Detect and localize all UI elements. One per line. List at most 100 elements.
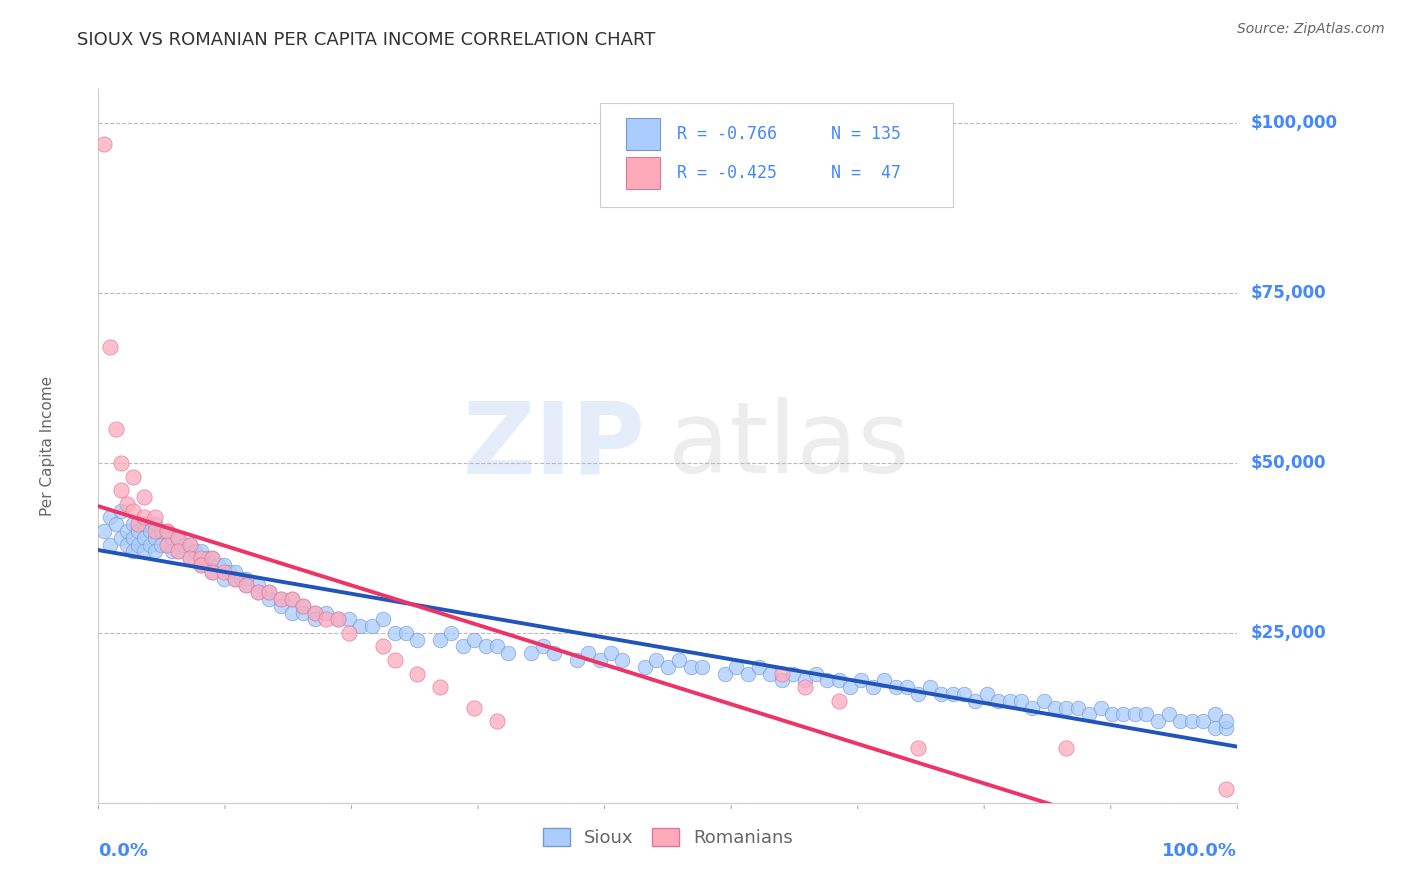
- Text: N = 135: N = 135: [831, 125, 901, 143]
- Point: [440, 626, 463, 640]
- Point: [998, 694, 1021, 708]
- Text: ZIP: ZIP: [463, 398, 645, 494]
- FancyBboxPatch shape: [626, 157, 659, 189]
- Point: [748, 660, 770, 674]
- Point: [862, 680, 884, 694]
- Point: [110, 531, 132, 545]
- Point: [1054, 700, 1078, 714]
- Point: [576, 646, 599, 660]
- Point: [1010, 694, 1032, 708]
- Point: [98, 341, 121, 355]
- Text: N =  47: N = 47: [831, 164, 901, 182]
- Point: [1043, 700, 1066, 714]
- Point: [315, 612, 337, 626]
- Point: [965, 694, 987, 708]
- Point: [828, 694, 851, 708]
- Point: [93, 136, 115, 151]
- Point: [270, 591, 292, 606]
- Point: [520, 646, 543, 660]
- Point: [121, 531, 143, 545]
- Point: [793, 673, 815, 688]
- Point: [770, 673, 793, 688]
- Point: [349, 619, 371, 633]
- Point: [770, 666, 793, 681]
- Point: [145, 531, 167, 545]
- Point: [304, 606, 326, 620]
- Point: [190, 544, 212, 558]
- Point: [498, 646, 520, 660]
- Point: [224, 572, 246, 586]
- Point: [224, 572, 246, 586]
- Point: [474, 640, 496, 654]
- Point: [190, 551, 212, 566]
- Point: [127, 537, 149, 551]
- Point: [1170, 714, 1192, 729]
- Point: [1112, 707, 1135, 722]
- Point: [190, 558, 212, 572]
- Point: [612, 653, 634, 667]
- Point: [235, 578, 257, 592]
- Point: [714, 666, 737, 681]
- Point: [138, 537, 160, 551]
- Point: [270, 599, 292, 613]
- Point: [132, 544, 155, 558]
- Point: [145, 524, 167, 538]
- Point: [406, 666, 429, 681]
- Point: [315, 606, 337, 620]
- Point: [201, 565, 224, 579]
- Point: [179, 537, 201, 551]
- Point: [543, 646, 565, 660]
- Point: [690, 660, 713, 674]
- Point: [150, 524, 173, 538]
- Point: [150, 537, 173, 551]
- Text: $100,000: $100,000: [1251, 114, 1339, 132]
- Point: [110, 483, 132, 498]
- Point: [270, 591, 292, 606]
- Point: [259, 591, 281, 606]
- Point: [179, 551, 201, 566]
- Text: Per Capita Income: Per Capita Income: [39, 376, 55, 516]
- Point: [281, 591, 304, 606]
- Point: [246, 578, 269, 592]
- Point: [815, 673, 838, 688]
- Point: [145, 517, 167, 532]
- Point: [451, 640, 474, 654]
- Point: [1123, 707, 1146, 722]
- Point: [201, 551, 224, 566]
- Point: [1090, 700, 1112, 714]
- Point: [395, 626, 418, 640]
- Point: [156, 537, 179, 551]
- FancyBboxPatch shape: [599, 103, 953, 207]
- Point: [976, 687, 998, 701]
- Point: [115, 537, 138, 551]
- Point: [110, 503, 132, 517]
- Point: [1192, 714, 1215, 729]
- Point: [907, 741, 929, 756]
- Point: [292, 606, 315, 620]
- Point: [918, 680, 941, 694]
- Point: [115, 497, 138, 511]
- Point: [337, 612, 360, 626]
- Point: [145, 544, 167, 558]
- Point: [406, 632, 429, 647]
- Point: [121, 544, 143, 558]
- Point: [782, 666, 804, 681]
- Point: [195, 551, 218, 566]
- Point: [907, 687, 929, 701]
- Point: [828, 673, 851, 688]
- Point: [190, 558, 212, 572]
- Point: [1101, 707, 1123, 722]
- Point: [634, 660, 657, 674]
- Point: [1215, 782, 1237, 797]
- Point: [657, 660, 679, 674]
- Point: [98, 510, 121, 524]
- Point: [839, 680, 862, 694]
- Text: 0.0%: 0.0%: [98, 842, 149, 860]
- Point: [429, 632, 451, 647]
- Point: [304, 612, 326, 626]
- Point: [1204, 707, 1226, 722]
- Point: [851, 673, 873, 688]
- Point: [1157, 707, 1180, 722]
- Point: [281, 606, 304, 620]
- Point: [127, 524, 149, 538]
